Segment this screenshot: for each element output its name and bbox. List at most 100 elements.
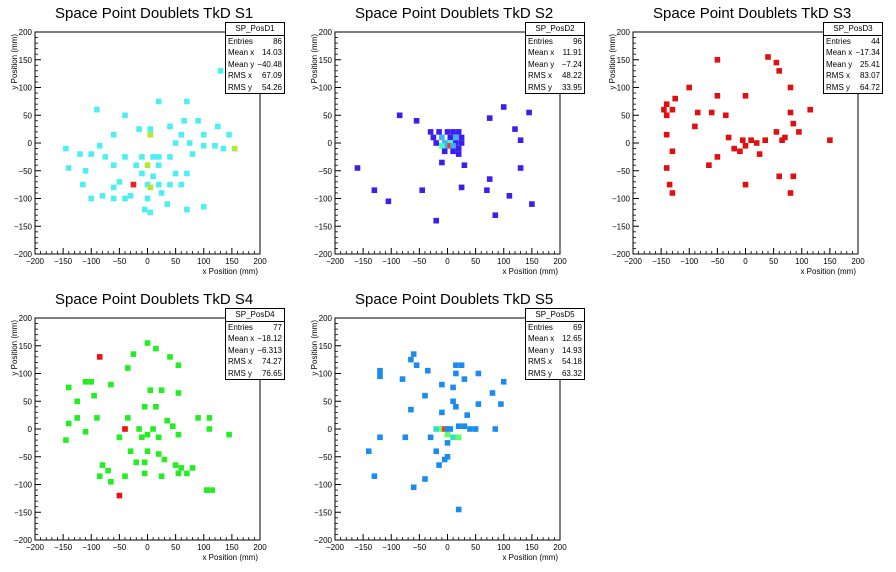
stats-histogram-name: SP_PosD1 [226, 23, 284, 36]
data-cell [765, 54, 771, 60]
data-cell [666, 181, 673, 188]
data-cell [737, 148, 743, 155]
data-cell [175, 470, 182, 477]
stats-row: RMS y 76.65 [226, 368, 284, 380]
y-tick-label: −50 [18, 167, 32, 176]
x-tick-label: 50 [171, 543, 180, 552]
data-cell [669, 106, 676, 113]
x-tick-label: −150 [354, 543, 373, 552]
data-cell [444, 431, 451, 438]
stats-row: RMS x 74.27 [226, 356, 284, 368]
y-tick-label: −150 [14, 222, 33, 231]
x-tick-label: −200 [26, 543, 45, 552]
stats-row: Mean y 25.41 [824, 59, 882, 71]
chart-title: Space Point Doublets TkD S4 [55, 291, 254, 308]
data-cell [453, 140, 459, 146]
data-cell [63, 437, 69, 443]
data-cell [96, 473, 103, 479]
data-cell [439, 409, 445, 416]
plot-svg: −200−200 −150 −150 −100 −100 −50 −50 0 0 50 50 100 1… [608, 28, 865, 276]
y-tick-label: 150 [19, 342, 33, 351]
stats-value: −7.24 [561, 59, 582, 69]
stats-row: RMS y 63.32 [526, 368, 584, 380]
data-cell [200, 131, 207, 138]
data-cell [464, 412, 470, 418]
y-tick-label: 150 [319, 56, 333, 65]
data-cell [408, 406, 414, 413]
data-cell [88, 151, 94, 157]
data-cell [444, 129, 451, 135]
stats-value: −6.313 [257, 345, 282, 355]
data-cell [450, 143, 456, 149]
stats-value: −18.12 [257, 334, 282, 343]
data-cell [436, 462, 442, 468]
stats-box: SP_PosD3 Entries 44 Mean x −17.34 Mean y 25.41… [823, 22, 883, 94]
data-cell [141, 459, 148, 466]
y-tick-label: 100 [19, 84, 33, 93]
x-tick-label: 150 [525, 257, 539, 266]
y-tick-label: 100 [19, 370, 33, 379]
x-tick-label: 200 [553, 543, 567, 552]
data-cell [458, 140, 465, 146]
y-tick-label: 100 [319, 84, 333, 93]
stats-label: Mean y [228, 59, 255, 69]
y-tick-label: 100 [617, 84, 631, 93]
y-tick-label: −150 [314, 222, 333, 231]
stats-label: RMS y [826, 82, 850, 92]
data-cell [529, 201, 535, 207]
data-cell [184, 206, 190, 213]
stats-label: Entries [528, 322, 553, 332]
data-cell [427, 434, 434, 441]
x-tick-label: −150 [652, 257, 671, 266]
x-tick-label: 200 [553, 257, 567, 266]
data-cell [110, 184, 117, 191]
data-cell [209, 487, 215, 493]
data-cell [158, 473, 165, 479]
data-cell [122, 112, 128, 119]
data-cell [714, 57, 721, 63]
data-cell [433, 217, 439, 224]
data-cell [663, 165, 670, 171]
data-cell [439, 381, 445, 388]
data-cell [172, 462, 179, 468]
data-cell [725, 134, 732, 141]
y-tick-label: −100 [314, 481, 333, 490]
data-cell [220, 145, 227, 152]
stats-label: Mean x [228, 334, 255, 343]
y-tick-label: 200 [19, 28, 33, 37]
y-tick-label: 200 [319, 28, 333, 37]
data-cell [500, 104, 507, 110]
data-cell [94, 415, 100, 421]
data-cell [139, 434, 145, 441]
x-axis-label: x Position (mm) [202, 553, 258, 562]
data-cell [108, 381, 114, 388]
y-tick-label: 200 [19, 314, 33, 323]
plot-svg: −200−200 −150 −150 −100 −100 −50 −50 0 0 50 50 100 1… [310, 28, 567, 276]
data-cell [458, 184, 465, 191]
data-cell [742, 93, 749, 99]
data-cell [402, 434, 409, 441]
data-cell [517, 165, 524, 171]
y-tick-label: 50 [23, 397, 32, 406]
x-tick-label: 100 [197, 543, 211, 552]
data-cell [147, 387, 154, 393]
data-cell [141, 470, 148, 477]
x-tick-label: 200 [253, 257, 267, 266]
stats-row: RMS y 54.26 [226, 82, 284, 94]
data-cell [441, 148, 448, 155]
y-tick-label: 50 [23, 111, 32, 120]
stats-value: 63.32 [561, 368, 582, 378]
data-cell [215, 123, 221, 130]
data-cell [692, 123, 698, 130]
data-cell [461, 162, 468, 168]
data-cell [175, 362, 182, 368]
data-cell [102, 154, 109, 160]
chart-title: Space Point Doublets TkD S3 [653, 5, 852, 22]
y-tick-label: −50 [318, 453, 332, 462]
data-cell [158, 387, 165, 393]
data-cell [184, 170, 190, 177]
data-cell [172, 170, 179, 177]
data-cell [773, 129, 780, 135]
data-cell [155, 154, 162, 160]
data-cell [776, 173, 782, 180]
